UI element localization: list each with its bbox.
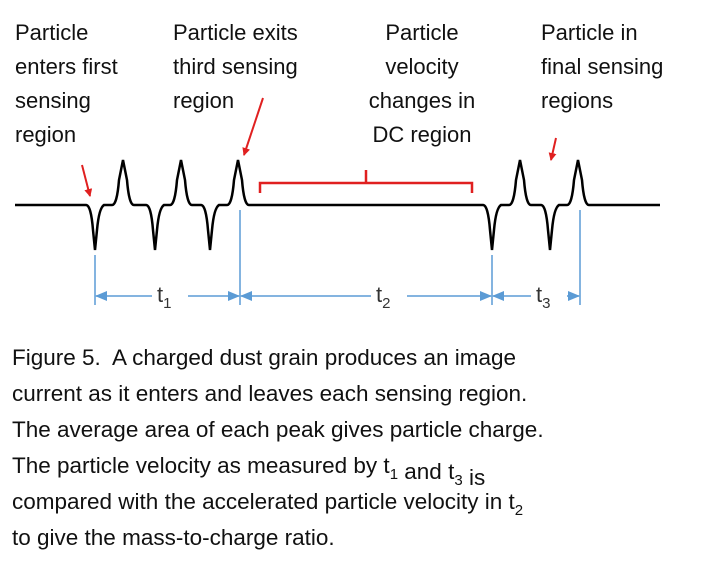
caption-symbol: t — [509, 489, 516, 514]
caption-text: compared with the accelerated particle v… — [12, 489, 509, 514]
interval-label: t3 — [536, 282, 550, 312]
annotation-line: third sensing — [173, 54, 298, 79]
annotation-line: final sensing — [541, 54, 663, 79]
caption-text: is — [463, 465, 486, 490]
caption-text: to give the mass-to-charge ratio. — [12, 525, 335, 550]
interval-subscript: 2 — [382, 295, 390, 312]
caption-line: current as it enters and leaves each sen… — [12, 381, 527, 406]
caption-line: Figure 5. A charged dust grain produces … — [12, 345, 516, 370]
annotation-line: sensing — [15, 88, 91, 113]
caption-subscript: 1 — [390, 466, 398, 483]
caption-line: compared with the accelerated particle v… — [12, 489, 523, 519]
interval-label: t1 — [157, 282, 171, 312]
annotation-line: Particle — [15, 20, 88, 45]
caption-line: The particle velocity as measured by t1 … — [12, 453, 485, 490]
caption-text: The particle velocity as measured by — [12, 453, 383, 478]
interval-symbol: t — [157, 282, 163, 307]
interval: t2 — [240, 282, 492, 312]
caption-text: The average area of each peak gives part… — [12, 417, 544, 442]
annotation-line: changes in — [369, 88, 475, 113]
interval: t3 — [492, 282, 580, 312]
caption-symbol: t — [448, 459, 455, 484]
arrow — [548, 137, 557, 161]
arrow — [81, 164, 93, 197]
interval-label: t2 — [376, 282, 390, 312]
caption-text: current as it enters and leaves each sen… — [12, 381, 527, 406]
caption-text: and — [398, 459, 448, 484]
annotation-line: Particle exits — [173, 20, 298, 45]
interval-guides — [94, 210, 581, 305]
caption-subscript: 3 — [454, 472, 462, 489]
dc-region-bracket — [258, 170, 474, 193]
arrow — [242, 97, 264, 156]
caption-line: to give the mass-to-charge ratio. — [12, 525, 335, 550]
annotation-line: region — [15, 122, 76, 147]
caption-symbol: t — [383, 453, 390, 478]
annotation-line: enters first — [15, 54, 118, 79]
interval-symbol: t — [536, 282, 542, 307]
caption-subscript: 2 — [515, 502, 523, 519]
caption-line: The average area of each peak gives part… — [12, 417, 544, 442]
interval-subscript: 1 — [163, 295, 171, 312]
caption-text: Figure 5. A charged dust grain produces … — [12, 345, 516, 370]
annotation-line: DC region — [372, 122, 471, 147]
annotation-line: velocity — [385, 54, 458, 79]
interval-symbol: t — [376, 282, 382, 307]
annotation-line: Particle in — [541, 20, 638, 45]
annotation-line: Particle — [385, 20, 458, 45]
interval-subscript: 3 — [542, 295, 550, 312]
annotation-line: regions — [541, 88, 613, 113]
signal-waveform — [15, 159, 660, 251]
interval: t1 — [95, 282, 240, 312]
annotation-line: region — [173, 88, 234, 113]
